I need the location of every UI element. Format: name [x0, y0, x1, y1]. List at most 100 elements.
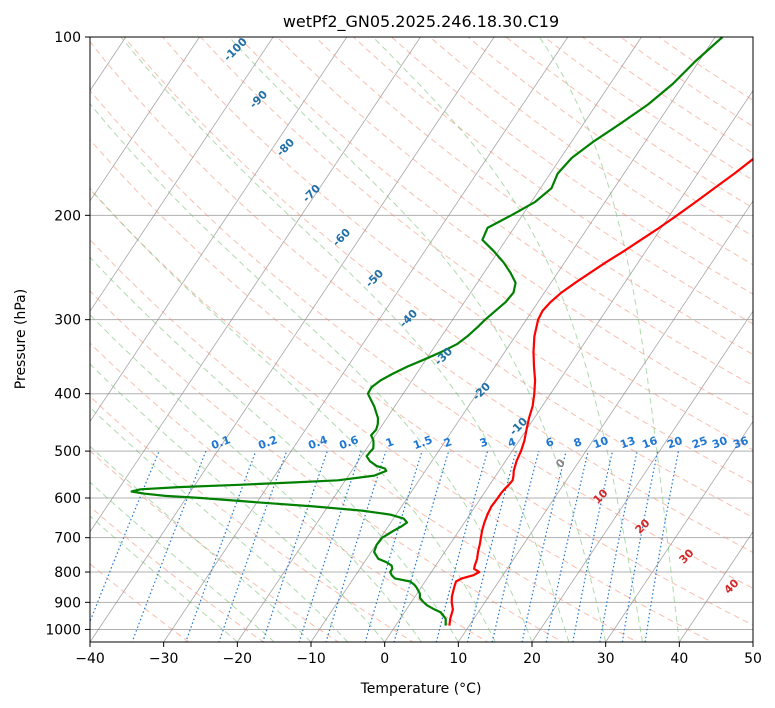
- isotherm-gridline: [163, 37, 569, 642]
- x-axis-label: Temperature (°C): [360, 681, 482, 697]
- mixing-ratio-line: [435, 450, 489, 642]
- y-tick-label: 800: [54, 565, 81, 581]
- mixing-ratio-label: 13: [618, 434, 637, 451]
- dry-adiabat: [90, 395, 414, 642]
- dry-adiabat: [123, 37, 753, 518]
- y-axis-ticks: 100 200 300 400 500 600 700 800 900 1000: [45, 30, 90, 638]
- mixing-ratio-line: [599, 450, 638, 642]
- isotherm-gridline: [90, 37, 200, 202]
- temperature-profile: [448, 157, 753, 626]
- dry-adiabat-label: -40: [397, 307, 420, 330]
- chart-title: wetPf2_GN05.2025.246.18.30.C19: [283, 12, 559, 32]
- moist-adiabat: [120, 37, 570, 642]
- mixing-ratio-line: [90, 450, 160, 623]
- isotherm-gridline: [0, 10, 70, 654]
- mixing-ratio-line: [218, 450, 288, 642]
- dry-adiabat: [428, 37, 753, 266]
- dry-adiabat: [543, 37, 753, 181]
- x-tick-label: −10: [296, 651, 326, 667]
- x-tick-label: 50: [744, 651, 762, 667]
- moist-adiabat-label: 0: [553, 456, 568, 471]
- mixing-ratio-line: [364, 450, 423, 642]
- moist-adiabat: [90, 445, 312, 642]
- mixing-ratio-label: 8: [572, 435, 584, 450]
- mixing-ratio-label: 2: [442, 435, 454, 450]
- moist-adiabat-label: 20: [633, 516, 653, 536]
- mixing-ratio-line: [466, 450, 517, 642]
- dry-adiabat-label: -80: [274, 136, 297, 159]
- mixing-ratio-label: 1.5: [411, 433, 434, 452]
- moist-adiabat: [90, 363, 386, 642]
- moist-adiabat: [90, 481, 275, 642]
- y-tick-label: 900: [54, 595, 81, 611]
- y-tick-label: 1000: [45, 622, 81, 638]
- isotherm-gridline: [90, 37, 348, 423]
- dry-adiabat: [90, 505, 265, 642]
- dry-adiabat: [276, 37, 753, 387]
- x-tick-label: 30: [597, 651, 615, 667]
- dry-adiabat: [657, 37, 753, 101]
- mixing-ratio-label: 30: [710, 434, 729, 452]
- mixing-ratio-label: 3: [478, 435, 490, 450]
- mixing-ratio-label: 36: [731, 434, 750, 452]
- mixing-ratio-label: 0.2: [256, 433, 279, 452]
- x-tick-label: 20: [523, 651, 541, 667]
- dry-adiabat: [90, 342, 489, 642]
- y-tick-label: 100: [54, 30, 81, 46]
- dry-adiabat: [314, 37, 753, 356]
- isotherm-gridline: [236, 37, 642, 642]
- dry-adiabat: [90, 138, 753, 626]
- dry-adiabat: [352, 37, 753, 325]
- y-tick-label: 500: [54, 444, 81, 460]
- plot-frame: [89, 36, 754, 643]
- mixing-ratio-label: 0.6: [337, 433, 360, 452]
- isotherm-gridline: [384, 89, 753, 642]
- dry-adiabat: [505, 37, 753, 209]
- x-tick-label: 0: [380, 651, 389, 667]
- isotherm-gridline: [457, 200, 753, 642]
- y-tick-label: 200: [54, 208, 81, 224]
- dry-adiabat: [90, 188, 713, 642]
- dry-adiabat-label: -70: [300, 182, 323, 205]
- mixing-ratio-line: [393, 450, 450, 642]
- moist-adiabat-label: 40: [722, 576, 742, 596]
- moist-adiabat: [372, 37, 643, 642]
- mixing-ratio-line: [521, 450, 567, 642]
- x-tick-label: −20: [223, 651, 253, 667]
- mixing-ratio-label: 0.1: [209, 433, 232, 452]
- moist-adiabat-label: 10: [591, 486, 611, 506]
- dry-adiabat: [90, 563, 190, 642]
- y-tick-label: 600: [54, 491, 81, 507]
- y-tick-label: 400: [54, 387, 81, 403]
- dewpoint-profile: [130, 37, 724, 626]
- moist-adiabat: [90, 103, 533, 642]
- mixing-ratio-label: 16: [640, 434, 659, 452]
- mixing-ratio-line: [644, 450, 679, 642]
- moist-adiabat: [90, 406, 349, 642]
- mixing-ratio-label: 25: [690, 434, 709, 451]
- isotherm-gridline: [531, 310, 753, 642]
- mixing-ratio-label: 20: [665, 434, 684, 452]
- isotherm-gridline: [90, 37, 274, 312]
- mixing-ratio-line: [262, 450, 328, 642]
- moist-adiabat: [539, 37, 680, 642]
- mixing-ratio-line: [621, 450, 659, 642]
- dry-adiabat-label: -100: [221, 35, 250, 64]
- y-tick-label: 700: [54, 531, 81, 547]
- mixing-ratio-label: 1: [384, 435, 396, 450]
- dry-adiabat: [161, 37, 753, 484]
- x-tick-label: −40: [75, 651, 105, 667]
- y-tick-label: 300: [54, 313, 81, 329]
- dry-adiabat-label: -60: [330, 226, 353, 249]
- dry-adiabat-label: -20: [470, 380, 493, 403]
- mixing-ratio-label: 0.4: [306, 433, 329, 452]
- dry-adiabat: [90, 89, 753, 589]
- dry-adiabat-label: -10: [507, 415, 530, 438]
- mixing-ratio-label: 10: [591, 434, 610, 452]
- mixing-ratio-label: 6: [544, 435, 556, 450]
- dry-adiabat-label: -90: [247, 88, 270, 111]
- mixing-ratio-line: [545, 450, 589, 642]
- x-axis-ticks: −40 −30 −20 −10 0 10 20 30 40 50: [75, 642, 762, 667]
- x-tick-label: 40: [670, 651, 688, 667]
- isotherm-gridline: [90, 37, 421, 533]
